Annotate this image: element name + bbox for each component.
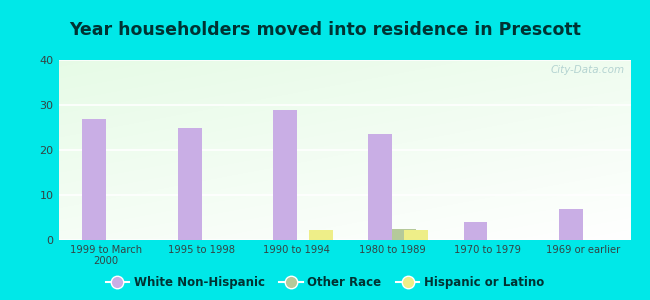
Legend: White Non-Hispanic, Other Race, Hispanic or Latino: White Non-Hispanic, Other Race, Hispanic… bbox=[101, 272, 549, 294]
Bar bbox=[177, 128, 202, 240]
Bar bbox=[309, 230, 333, 240]
Bar bbox=[369, 134, 392, 240]
Bar bbox=[404, 230, 428, 240]
Text: City-Data.com: City-Data.com bbox=[551, 65, 625, 75]
Text: Year householders moved into residence in Prescott: Year householders moved into residence i… bbox=[69, 21, 581, 39]
Bar bbox=[83, 118, 106, 240]
Bar bbox=[273, 110, 297, 240]
Bar bbox=[392, 229, 416, 240]
Bar bbox=[463, 222, 488, 240]
Bar bbox=[559, 208, 583, 240]
